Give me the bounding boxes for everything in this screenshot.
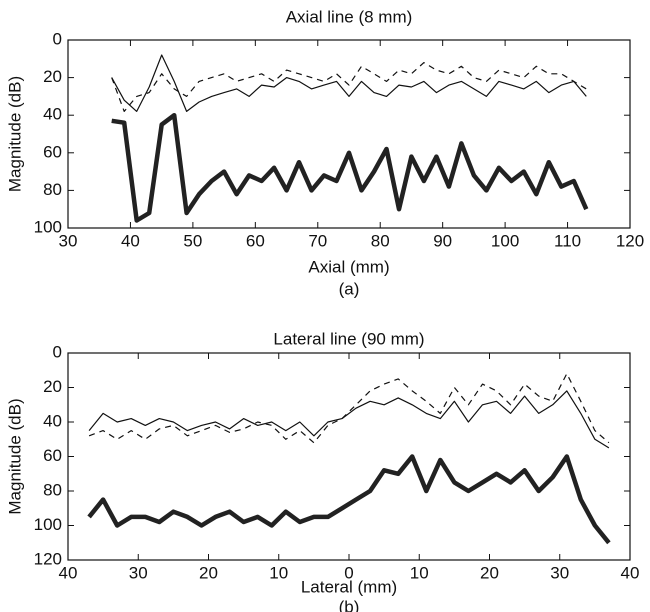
caption: (b) — [339, 597, 360, 612]
data-line — [111, 112, 589, 223]
data-line — [88, 390, 610, 449]
y-tick-label: 120 — [34, 549, 62, 568]
data-line — [87, 454, 611, 545]
y-tick-label: 0 — [53, 29, 62, 48]
y-tick-label: 20 — [43, 377, 62, 396]
y-tick-label: 80 — [43, 180, 62, 199]
x-tick-label: 30 — [550, 563, 569, 582]
chart-title: Axial line (8 mm) — [286, 7, 413, 26]
x-tick-label: 0 — [344, 563, 353, 582]
y-tick-label: 40 — [43, 105, 62, 124]
x-tick-label: 10 — [410, 563, 429, 582]
plot-frame — [67, 352, 631, 561]
x-tick-label: 20 — [480, 563, 499, 582]
data-line — [88, 373, 610, 444]
data-line — [111, 54, 587, 112]
y-axis-label: Magnitude (dB) — [5, 76, 24, 192]
data-line — [111, 62, 587, 112]
x-tick-label: 100 — [491, 231, 519, 250]
y-tick-label: 60 — [43, 446, 62, 465]
y-axis-label: Magnitude (dB) — [5, 398, 24, 514]
x-tick-label: 70 — [308, 231, 327, 250]
x-tick-label: 30 — [129, 563, 148, 582]
x-tick-label: 110 — [554, 231, 581, 250]
y-tick-label: 20 — [43, 67, 62, 86]
x-tick-label: 50 — [183, 231, 202, 250]
x-tick-label: 20 — [199, 563, 218, 582]
y-tick-label: 100 — [34, 515, 62, 534]
x-axis-label: Lateral (mm) — [301, 577, 397, 596]
x-tick-label: 90 — [433, 231, 452, 250]
x-axis-label: Axial (mm) — [308, 257, 389, 276]
plot-frame — [67, 39, 631, 229]
chart-title: Lateral line (90 mm) — [273, 329, 424, 348]
y-tick-label: 0 — [53, 342, 62, 361]
y-tick-label: 40 — [43, 411, 62, 430]
x-tick-label: 30 — [59, 231, 78, 250]
x-tick-label: 40 — [121, 231, 140, 250]
x-tick-label: 40 — [621, 563, 640, 582]
x-tick-label: 120 — [616, 231, 644, 250]
x-tick-label: 10 — [269, 563, 288, 582]
y-tick-label: 100 — [34, 217, 62, 236]
y-tick-label: 80 — [43, 480, 62, 499]
caption: (a) — [339, 279, 360, 298]
x-tick-label: 40 — [59, 563, 78, 582]
y-tick-label: 60 — [43, 142, 62, 161]
x-tick-label: 80 — [371, 231, 390, 250]
x-tick-label: 60 — [246, 231, 265, 250]
